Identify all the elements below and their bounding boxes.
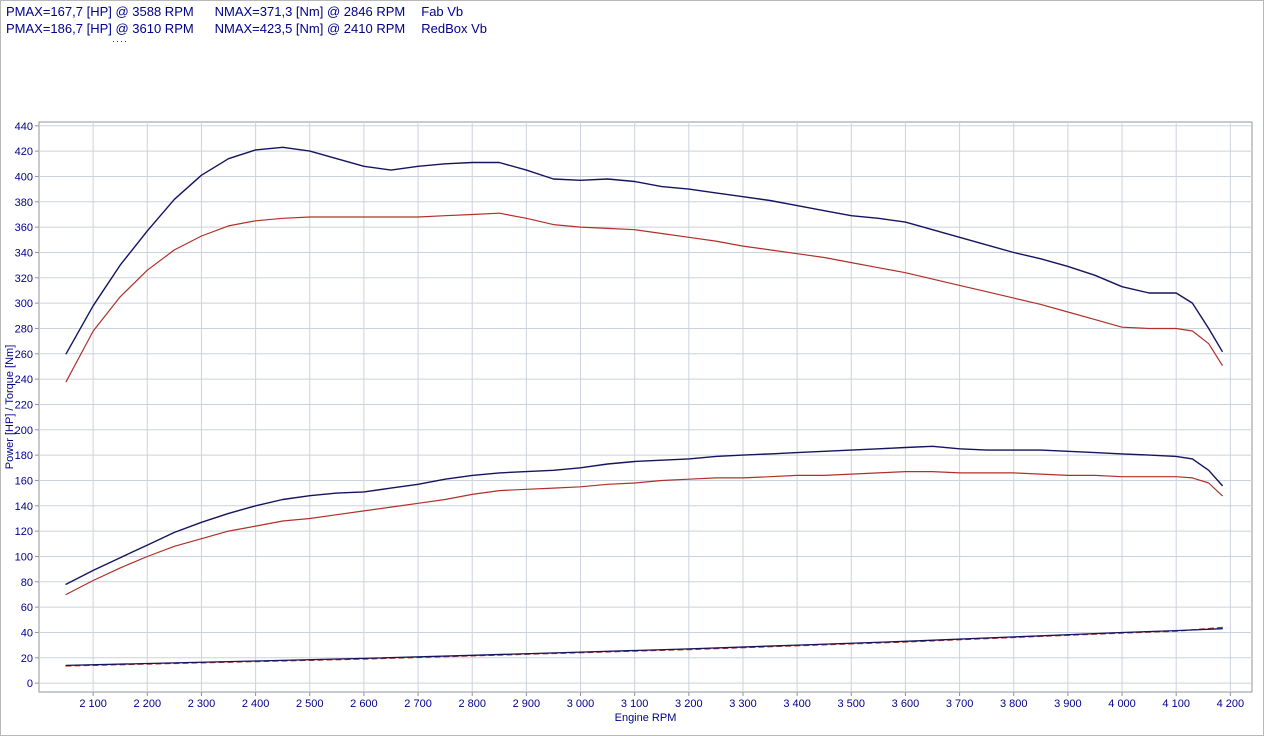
y-tick-label: 100 bbox=[15, 551, 33, 563]
y-tick-label: 280 bbox=[15, 323, 33, 335]
y-tick-label: 40 bbox=[21, 627, 33, 639]
y-tick-label: 80 bbox=[21, 577, 33, 589]
nmax-tuned: NMAX=423,5 [Nm] @ 2410 RPM bbox=[214, 21, 406, 36]
y-tick-label: 120 bbox=[15, 526, 33, 538]
x-tick-label: 3 400 bbox=[783, 698, 811, 710]
series-fab-vb-power-hp- bbox=[65, 471, 1223, 596]
x-tick-label: 3 300 bbox=[729, 698, 757, 710]
x-tick-label: 2 900 bbox=[513, 698, 541, 710]
x-axis-title: Engine RPM bbox=[615, 712, 677, 724]
y-axis-title: Power [HP] / Torque [Nm] bbox=[4, 345, 16, 470]
series-redbox-vb-aux bbox=[65, 628, 1223, 667]
y-tick-label: 400 bbox=[15, 171, 33, 183]
series-fab-vb-torque-nm- bbox=[65, 212, 1223, 383]
y-tick-label: 180 bbox=[15, 450, 33, 462]
x-tick-label: 4 100 bbox=[1162, 698, 1190, 710]
x-tick-label: 2 400 bbox=[242, 698, 270, 710]
y-tick-label: 220 bbox=[15, 399, 33, 411]
x-tick-label: 4 000 bbox=[1108, 698, 1136, 710]
x-tick-label: 2 300 bbox=[188, 698, 216, 710]
y-tick-label: 320 bbox=[15, 273, 33, 285]
pmax-tuned: PMAX=186,7 [HP] @ 3610 RPM bbox=[6, 21, 194, 36]
header-ellipsis: ···· bbox=[112, 36, 128, 46]
y-tick-label: 160 bbox=[15, 475, 33, 487]
y-tick-label: 200 bbox=[15, 425, 33, 437]
x-tick-label: 3 800 bbox=[1000, 698, 1028, 710]
run-name-tuned: RedBox Vb bbox=[421, 21, 488, 36]
x-tick-label: 2 600 bbox=[350, 698, 378, 710]
x-tick-label: 2 200 bbox=[134, 698, 162, 710]
x-tick-label: 3 700 bbox=[946, 698, 974, 710]
y-tick-label: 20 bbox=[21, 653, 33, 665]
x-tick-label: 3 900 bbox=[1054, 698, 1082, 710]
y-tick-label: 240 bbox=[15, 374, 33, 386]
y-tick-label: 340 bbox=[15, 247, 33, 259]
y-tick-label: 300 bbox=[15, 298, 33, 310]
series-redbox-vb-torque-nm- bbox=[65, 146, 1223, 355]
plot-area bbox=[38, 121, 1253, 693]
y-tick-label: 420 bbox=[15, 146, 33, 158]
x-tick-label: 3 500 bbox=[838, 698, 866, 710]
nmax-stock: NMAX=371,3 [Nm] @ 2846 RPM bbox=[214, 4, 406, 19]
results-header: PMAX=167,7 [HP] @ 3588 RPM NMAX=371,3 [N… bbox=[6, 3, 487, 46]
x-tick-label: 3 000 bbox=[567, 698, 595, 710]
y-tick-label: 360 bbox=[15, 222, 33, 234]
result-line-tuned: PMAX=186,7 [HP] @ 3610 RPM NMAX=423,5 [N… bbox=[6, 20, 487, 37]
x-tick-label: 2 100 bbox=[79, 698, 107, 710]
y-tick-label: 0 bbox=[27, 678, 33, 690]
y-tick-label: 440 bbox=[15, 121, 33, 133]
x-tick-label: 4 200 bbox=[1217, 698, 1245, 710]
series-redbox-vb-power-hp- bbox=[65, 445, 1223, 585]
x-tick-label: 2 500 bbox=[296, 698, 324, 710]
x-tick-label: 3 600 bbox=[892, 698, 920, 710]
x-tick-label: 2 800 bbox=[458, 698, 486, 710]
y-tick-label: 140 bbox=[15, 501, 33, 513]
pmax-stock: PMAX=167,7 [HP] @ 3588 RPM bbox=[6, 4, 194, 19]
run-name-stock: Fab Vb bbox=[421, 4, 464, 19]
x-tick-label: 2 700 bbox=[404, 698, 432, 710]
y-tick-label: 380 bbox=[15, 197, 33, 209]
x-tick-label: 3 200 bbox=[675, 698, 703, 710]
result-line-stock: PMAX=167,7 [HP] @ 3588 RPM NMAX=371,3 [N… bbox=[6, 3, 487, 20]
y-tick-label: 260 bbox=[15, 349, 33, 361]
x-tick-label: 3 100 bbox=[621, 698, 649, 710]
y-tick-label: 60 bbox=[21, 602, 33, 614]
